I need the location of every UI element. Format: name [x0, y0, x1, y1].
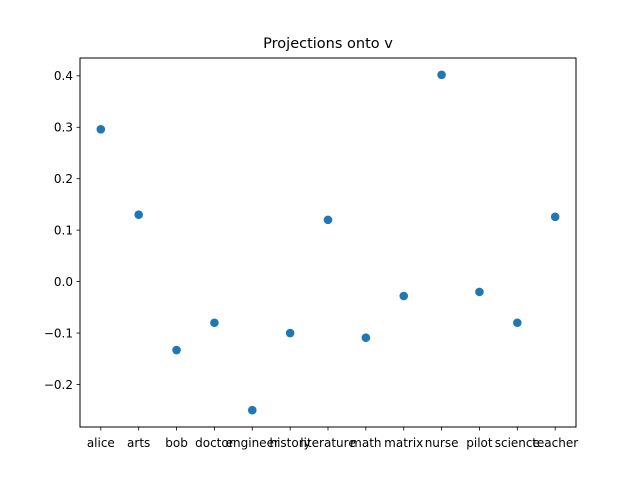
chart-title: Projections onto v [263, 36, 393, 52]
data-point [172, 345, 181, 355]
x-tick-label: history [269, 436, 310, 450]
data-point [437, 70, 446, 80]
x-tick-label: engineer [226, 436, 279, 450]
data-point [96, 125, 106, 134]
data-points [96, 70, 560, 415]
data-point [513, 318, 522, 328]
data-point [247, 405, 257, 415]
y-tick-label: 0.3 [54, 121, 73, 135]
x-axis: alice arts bob doctorengineerhistoryliterat… [87, 427, 578, 450]
data-point [210, 318, 219, 328]
x-tick-label: teacher [532, 436, 578, 450]
x-tick-label: arts [127, 436, 150, 450]
y-tick-label: −0.1 [44, 326, 73, 340]
data-point [361, 333, 371, 342]
plot-frame [79, 57, 577, 428]
x-tick-label: doctor [195, 436, 234, 450]
x-tick-label: literature [300, 436, 355, 450]
x-tick-label: alice [87, 436, 115, 450]
x-tick-label: math [350, 436, 381, 450]
x-tick-label: science [495, 436, 540, 450]
data-point [399, 291, 409, 301]
y-tick-label: 0.4 [54, 69, 73, 83]
data-point [323, 215, 333, 225]
data-point [550, 212, 560, 222]
y-tick-label: 0.2 [54, 172, 73, 186]
y-tick-label: 0.0 [54, 275, 73, 289]
x-tick-label: bob [165, 436, 188, 450]
x-tick-label: nurse [425, 436, 459, 450]
data-point [134, 210, 143, 220]
x-tick-label: matrix [384, 436, 423, 450]
y-tick-label: 0.1 [54, 223, 73, 237]
y-tick-label: −0.2 [44, 378, 73, 392]
y-axis: −0.2 −0.1 0.0 0.1 0.2 0.3 0.4 [44, 69, 80, 392]
x-tick-label: pilot [466, 436, 493, 450]
data-point [475, 287, 484, 297]
data-point [285, 328, 295, 338]
